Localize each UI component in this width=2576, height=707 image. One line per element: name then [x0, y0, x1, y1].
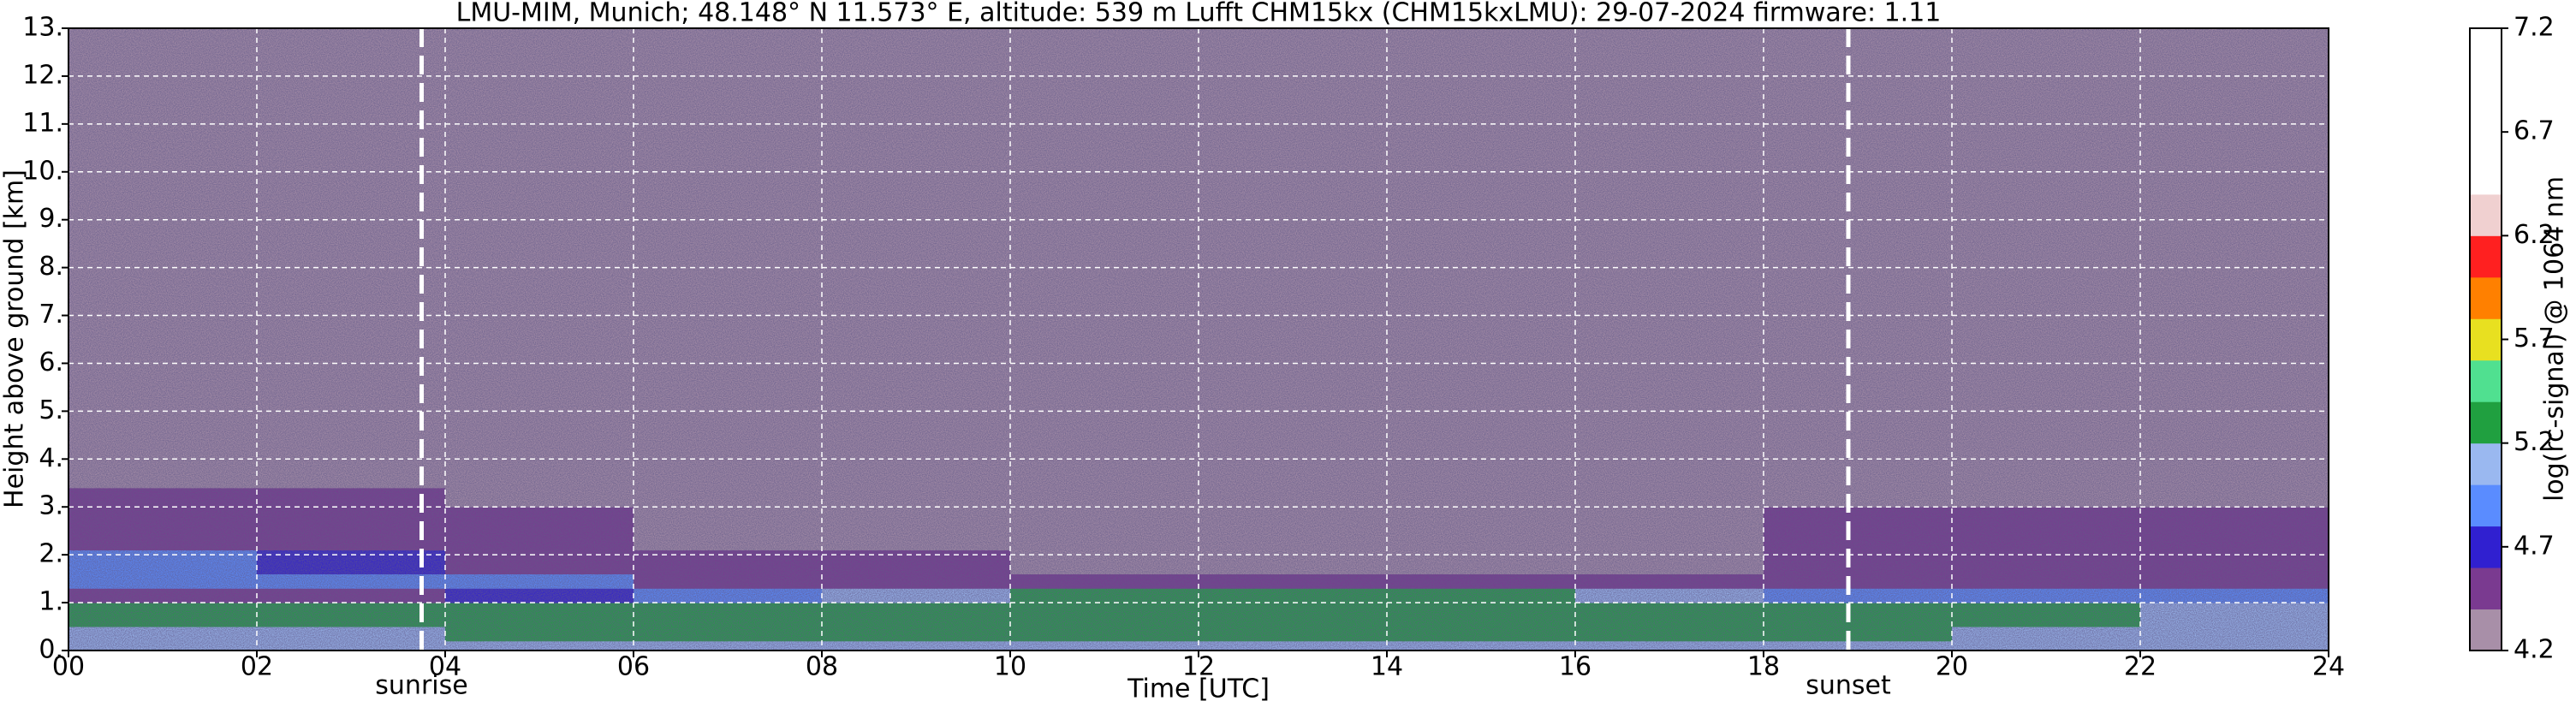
colorbar-swatch [2470, 318, 2502, 361]
x-tick-label: 20 [1936, 652, 1968, 682]
colorbar-swatch [2470, 359, 2502, 402]
x-tick-label: 10 [994, 652, 1026, 682]
x-tick-label: 08 [806, 652, 838, 682]
y-tick-label: 2. [39, 539, 63, 569]
y-tick-label: 7. [39, 300, 63, 330]
x-tick-label: 14 [1371, 652, 1403, 682]
colorbar-swatch [2470, 235, 2502, 278]
colorbar-tick-label: 5.2 [2514, 427, 2555, 457]
x-tick-label: 02 [241, 652, 273, 682]
x-tick-label: 12 [1182, 652, 1215, 682]
colorbar-swatch [2470, 152, 2502, 195]
y-tick-label: 12. [22, 60, 63, 90]
colorbar-swatch [2470, 401, 2502, 444]
colorbar-swatch [2470, 443, 2502, 485]
x-tick-label: 16 [1559, 652, 1591, 682]
y-tick-label: 5. [39, 395, 63, 425]
annotation-label: sunset [1806, 671, 1891, 701]
x-tick-label: 06 [617, 652, 650, 682]
colorbar-swatch [2470, 526, 2502, 568]
colorbar-swatch [2470, 69, 2502, 112]
annotation-label: sunrise [375, 671, 467, 701]
y-tick-label: 1. [39, 587, 63, 617]
y-tick-label: 6. [39, 348, 63, 377]
x-axis-label: Time [UTC] [1127, 674, 1270, 704]
colorbar-tick-label: 6.7 [2514, 116, 2555, 146]
colorbar-swatch [2470, 193, 2502, 236]
y-tick-label: 3. [39, 491, 63, 521]
plot-frame [68, 27, 2329, 651]
y-tick-label: 8. [39, 252, 63, 282]
x-tick-label: 18 [1747, 652, 1780, 682]
colorbar-tick-label: 6.2 [2514, 220, 2555, 250]
y-tick-label: 10. [22, 156, 63, 186]
y-tick-label: 11. [22, 108, 63, 138]
colorbar-swatch [2470, 110, 2502, 153]
y-tick-label: 13. [22, 13, 63, 43]
colorbar-tick-label: 4.2 [2514, 635, 2555, 665]
x-tick-label: 22 [2124, 652, 2157, 682]
colorbar-swatch [2470, 484, 2502, 527]
x-tick-label: 00 [52, 652, 85, 682]
colorbar-swatch [2470, 28, 2502, 70]
colorbar-tick-label: 5.7 [2514, 324, 2555, 354]
colorbar-swatch [2470, 609, 2502, 651]
colorbar-swatch [2470, 567, 2502, 610]
y-axis-label: Height above ground [km] [0, 169, 30, 508]
y-tick-label: 0. [39, 635, 63, 665]
x-tick-label: 04 [429, 652, 461, 682]
y-tick-label: 4. [39, 443, 63, 473]
colorbar-tick-label: 7.2 [2514, 13, 2555, 43]
colorbar-swatch [2470, 276, 2502, 319]
chart-title: LMU-MIM, Munich; 48.148° N 11.573° E, al… [456, 0, 1942, 28]
x-tick-label: 24 [2312, 652, 2345, 682]
colorbar-label: log(rc-signal) @ 1064 nm [2540, 176, 2570, 502]
y-tick-label: 9. [39, 204, 63, 234]
colorbar-tick-label: 4.7 [2514, 531, 2555, 561]
